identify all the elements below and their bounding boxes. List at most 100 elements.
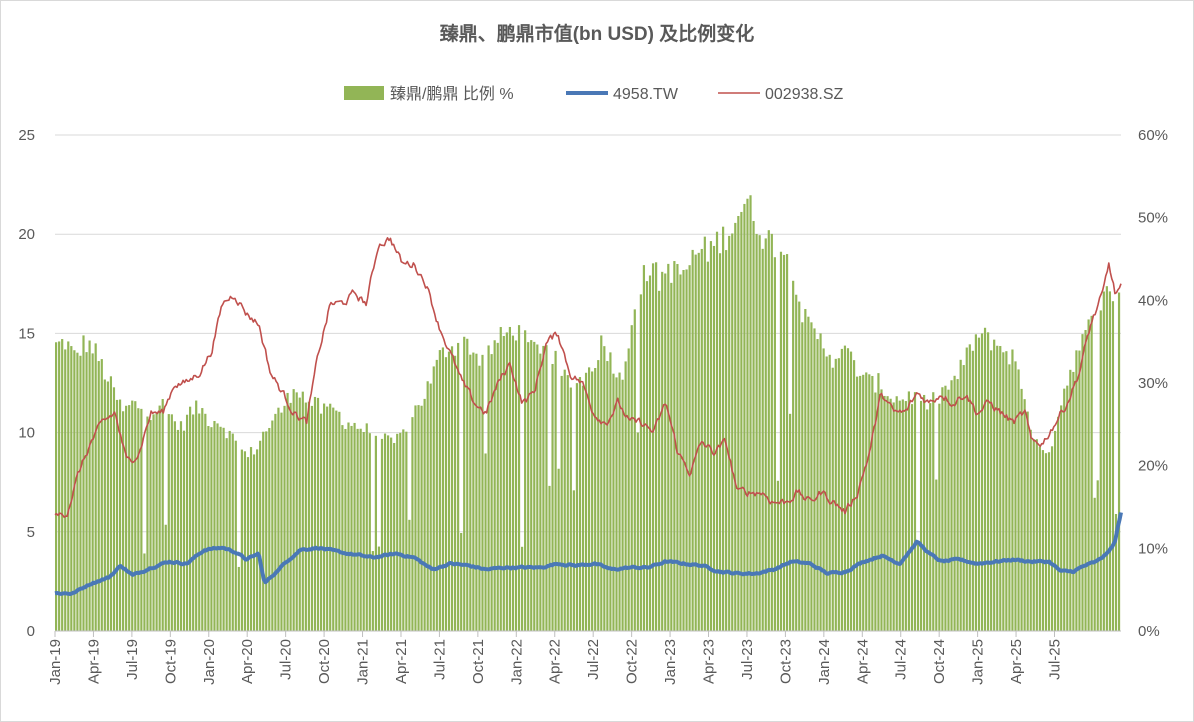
bar xyxy=(256,449,259,631)
line-002938-sz xyxy=(54,237,1122,518)
y-left-tick-label: 15 xyxy=(18,325,35,342)
bar xyxy=(1090,315,1093,631)
bar xyxy=(834,358,837,631)
bar xyxy=(929,403,932,631)
x-tick-label: Jul-20 xyxy=(278,639,295,680)
x-tick-label: Oct-23 xyxy=(777,639,794,684)
bar xyxy=(350,425,353,631)
bar xyxy=(520,546,524,631)
bar xyxy=(185,414,189,631)
bar xyxy=(807,316,810,631)
bar xyxy=(883,395,886,631)
bar xyxy=(249,447,253,631)
bar xyxy=(359,428,362,631)
bar xyxy=(97,361,100,631)
bar xyxy=(581,385,585,631)
bar xyxy=(849,351,853,631)
bar xyxy=(472,352,475,631)
bar xyxy=(353,422,356,631)
bar xyxy=(670,282,673,631)
bar xyxy=(329,403,332,631)
bar xyxy=(810,322,813,631)
bar xyxy=(58,341,61,631)
bar xyxy=(743,203,746,631)
bar xyxy=(128,405,131,631)
y-right-tick-label: 0% xyxy=(1138,623,1160,640)
bar xyxy=(496,342,499,631)
y-right-tick-label: 10% xyxy=(1138,540,1168,557)
bar xyxy=(1011,349,1014,631)
bar xyxy=(795,294,798,631)
bar xyxy=(923,394,926,631)
bar xyxy=(1057,416,1060,631)
bar xyxy=(767,230,770,632)
bar xyxy=(533,341,536,631)
bar xyxy=(624,361,627,631)
bar xyxy=(615,377,618,631)
bar xyxy=(621,379,624,631)
bar xyxy=(752,221,755,631)
bar xyxy=(131,400,134,631)
bar xyxy=(785,254,789,631)
bar xyxy=(405,431,408,631)
bar xyxy=(1087,319,1090,631)
y-right-tick-label: 50% xyxy=(1138,210,1168,227)
bar xyxy=(100,359,103,631)
bar xyxy=(956,379,959,631)
bar xyxy=(466,338,469,631)
bar xyxy=(843,345,847,631)
legend-label-ratio: 臻鼎/鹏鼎 比例 % xyxy=(390,85,514,103)
bar xyxy=(426,381,429,631)
bar xyxy=(1014,361,1017,631)
chart-title: 臻鼎、鹏鼎市值(bn USD) 及比例变化 xyxy=(440,22,755,45)
bar xyxy=(856,376,859,631)
bar xyxy=(380,438,384,631)
bar xyxy=(846,348,850,631)
bar xyxy=(1114,514,1118,631)
bar xyxy=(1035,439,1038,631)
bar xyxy=(886,396,889,631)
bar xyxy=(892,402,895,631)
bar xyxy=(444,357,448,631)
bar xyxy=(734,222,737,631)
bar xyxy=(225,438,228,631)
y-right-tick-label: 30% xyxy=(1138,375,1168,392)
bar xyxy=(977,337,981,631)
x-tick-label: Jan-19 xyxy=(47,639,64,685)
x-tick-label: Jul-19 xyxy=(124,639,141,680)
bar xyxy=(173,421,176,631)
bar xyxy=(1099,310,1102,631)
bar xyxy=(578,377,582,631)
bar xyxy=(344,428,347,631)
bar xyxy=(740,211,743,631)
bar xyxy=(237,566,240,631)
bar xyxy=(511,335,515,631)
bar xyxy=(560,375,563,631)
bar xyxy=(158,405,161,631)
bar xyxy=(551,363,554,631)
bar xyxy=(204,413,207,631)
bar xyxy=(913,392,917,631)
bar xyxy=(304,402,307,631)
bar xyxy=(441,347,444,631)
x-tick-label: Oct-19 xyxy=(162,639,179,684)
bar xyxy=(73,350,76,631)
bar xyxy=(758,235,761,631)
x-tick-label: Jan-23 xyxy=(662,639,679,685)
bar xyxy=(889,398,892,631)
bar xyxy=(825,356,828,631)
bar xyxy=(1005,351,1008,631)
bar xyxy=(703,236,706,631)
bar xyxy=(603,346,606,631)
bar xyxy=(651,263,655,631)
bar xyxy=(231,433,234,631)
bar xyxy=(201,408,204,631)
bar xyxy=(682,270,685,631)
bar xyxy=(868,374,871,631)
x-tick-label: Jan-22 xyxy=(508,639,525,685)
bar xyxy=(606,361,609,631)
bar xyxy=(161,399,164,631)
bar xyxy=(947,389,950,631)
bar xyxy=(953,375,956,631)
bar xyxy=(70,346,73,631)
